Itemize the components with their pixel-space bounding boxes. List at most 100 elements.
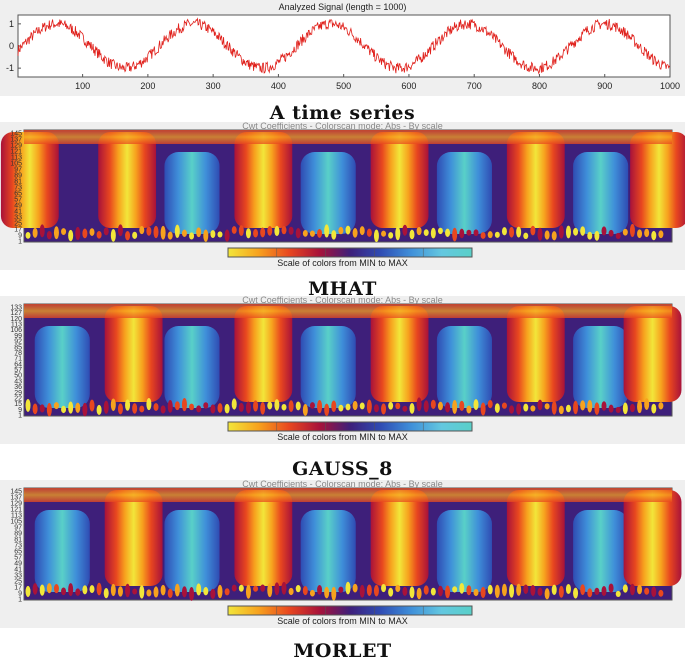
fine-scale-blob <box>174 224 180 238</box>
scale-tick-label: 36 <box>14 384 22 391</box>
x-tick-label: 400 <box>271 81 286 91</box>
scale-tick-label: 145 <box>10 489 22 496</box>
fine-scale-blob <box>103 400 109 414</box>
fine-scale-blob <box>160 584 166 596</box>
fine-scale-blob <box>409 586 415 599</box>
high-energy-band <box>370 132 429 228</box>
high-energy-band <box>234 132 293 228</box>
y-tick-label: -1 <box>6 63 14 73</box>
fine-scale-blob <box>260 401 266 415</box>
scale-tick-label: 133 <box>10 305 22 312</box>
scale-tick-label: 137 <box>10 495 22 502</box>
fine-scale-blob <box>39 224 45 238</box>
high-energy-band <box>506 306 565 402</box>
scale-tick-label: 113 <box>11 322 22 329</box>
scale-tick-label: 120 <box>10 316 22 323</box>
fine-scale-blob <box>338 226 344 235</box>
fine-scale-blob <box>324 224 330 238</box>
fine-scale-blob <box>125 230 131 241</box>
fine-scale-blob <box>253 228 259 238</box>
fine-scale-blob <box>146 226 152 236</box>
low-energy-band <box>34 326 90 408</box>
fine-scale-blob <box>295 227 301 239</box>
fine-scale-blob <box>89 399 95 412</box>
fine-scale-blob <box>203 229 209 242</box>
fine-scale-blob <box>267 583 273 598</box>
fine-scale-blob <box>217 231 223 238</box>
scale-tick-label: 25 <box>14 579 22 586</box>
fine-scale-blob <box>75 226 81 241</box>
scale-tick-label: 121 <box>10 149 22 156</box>
fine-scale-blob <box>651 230 657 241</box>
fine-scale-blob <box>238 584 244 592</box>
x-tick-label: 500 <box>336 81 351 91</box>
fine-scale-blob <box>245 401 251 414</box>
fine-scale-blob <box>373 229 379 243</box>
scale-tick-label: 64 <box>14 361 22 368</box>
fine-scale-blob <box>437 401 443 411</box>
low-energy-band <box>436 152 492 234</box>
fine-scale-blob <box>622 402 628 415</box>
fine-scale-blob <box>117 224 123 237</box>
fine-scale-blob <box>430 399 436 410</box>
low-energy-band <box>300 326 356 408</box>
fine-scale-blob <box>167 400 173 413</box>
fine-scale-blob <box>658 230 664 239</box>
scale-tick-label: 145 <box>10 131 22 138</box>
caption-morlet: MORLET <box>293 640 392 662</box>
fine-scale-blob <box>288 226 294 235</box>
fine-scale-blob <box>96 404 102 416</box>
fine-scale-blob <box>473 399 479 411</box>
scale-tick-label: 1 <box>18 239 22 246</box>
morlet-panel: Cwt Coefficients - Colorscan mode: Abs -… <box>0 479 685 628</box>
scale-tick-label: 65 <box>14 549 22 556</box>
fine-scale-blob <box>196 227 202 238</box>
fine-scale-blob <box>487 399 493 409</box>
fine-scale-blob <box>324 403 330 416</box>
fine-scale-blob <box>381 403 387 415</box>
fine-scale-blob <box>352 400 358 411</box>
fine-scale-blob <box>608 583 614 593</box>
fine-scale-blob <box>295 585 301 593</box>
fine-scale-blob <box>331 400 337 413</box>
fine-scale-blob <box>658 402 664 410</box>
fine-scale-blob <box>494 403 500 413</box>
fine-scale-blob <box>274 225 280 237</box>
fine-scale-blob <box>395 226 401 241</box>
fine-scale-blob <box>25 585 31 598</box>
fine-scale-blob <box>608 404 614 413</box>
fine-scale-blob <box>338 586 344 593</box>
fine-scale-blob <box>480 232 486 239</box>
fine-scale-blob <box>437 585 443 597</box>
fine-scale-blob <box>501 583 507 597</box>
fine-scale-blob <box>516 226 522 238</box>
low-energy-band <box>300 152 356 234</box>
fine-scale-blob <box>39 584 45 596</box>
fine-scale-blob <box>217 403 223 413</box>
fine-scale-blob <box>61 587 67 596</box>
fine-scale-blob <box>217 584 223 599</box>
fine-scale-blob <box>53 584 59 594</box>
y-tick-label: 0 <box>9 41 14 51</box>
fine-scale-blob <box>501 402 507 409</box>
fine-scale-blob <box>32 583 38 595</box>
fine-scale-blob <box>260 227 266 238</box>
fine-scale-blob <box>53 402 59 410</box>
fine-scale-blob <box>651 586 657 598</box>
fine-scale-blob <box>288 400 294 412</box>
fine-scale-blob <box>231 226 237 234</box>
high-energy-band <box>98 132 157 228</box>
fine-scale-blob <box>61 228 67 236</box>
fine-scale-blob <box>139 585 145 599</box>
fine-scale-blob <box>189 586 195 601</box>
scale-tick-label: 106 <box>10 327 22 334</box>
mhat-panel: Cwt Coefficients - Colorscan mode: Abs -… <box>0 121 685 270</box>
fine-scale-blob <box>103 227 109 236</box>
fine-scale-blob <box>416 587 422 600</box>
fine-scale-blob <box>352 228 358 238</box>
fine-scale-blob <box>587 399 593 413</box>
fine-scale-blob <box>153 225 159 239</box>
fine-scale-blob <box>331 230 337 240</box>
fine-scale-blob <box>544 588 550 600</box>
fine-scale-blob <box>615 232 621 239</box>
